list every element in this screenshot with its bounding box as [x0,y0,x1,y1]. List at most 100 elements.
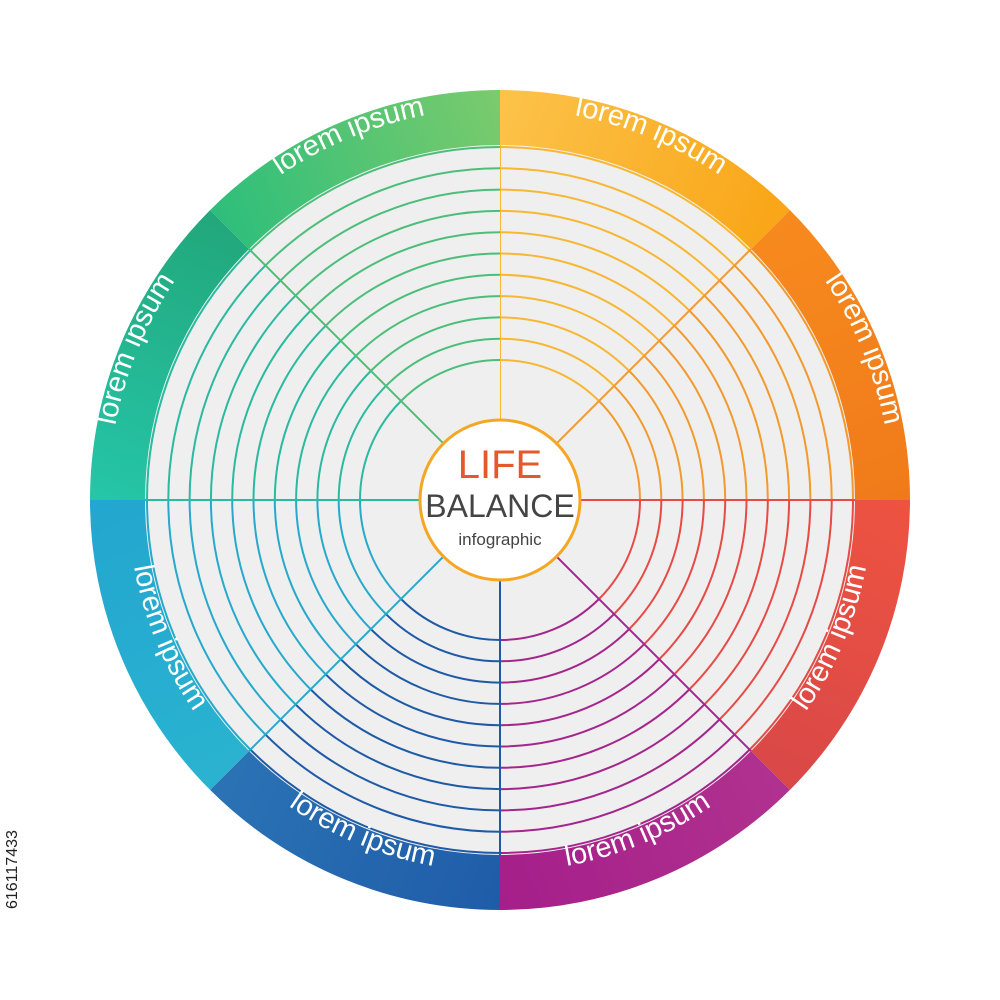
rating-arc [673,499,748,676]
center-title: LIFE [458,443,542,487]
segment-5: lorem ipsum [210,556,501,910]
rating-arc [359,400,402,501]
segment-band [210,90,500,249]
rating-arc [188,279,282,501]
segment-band [500,751,790,910]
rating-arc [628,370,684,501]
rating-arc [209,499,297,706]
rating-arc [598,400,641,501]
rating-arc [355,295,501,357]
rating-arc [370,316,501,372]
rating-arc [385,613,501,663]
rating-arc [316,499,372,630]
rating-arc [499,703,706,791]
rating-arc [146,499,252,751]
segment-band [90,500,249,790]
rating-arc [499,598,600,641]
rating-arc [718,279,812,501]
segment-3: lorem ipsum [556,499,910,790]
rating-arc [294,209,501,297]
rating-arc [499,658,660,727]
rating-arc [340,273,501,342]
segment-band [210,751,500,910]
segment-field [248,556,500,855]
rating-arc [252,324,327,501]
segment-divider [555,555,752,752]
rating-arc [167,264,267,501]
rating-arc [340,658,501,727]
segment-band [500,90,790,249]
rating-arc [264,733,501,833]
rating-arc [499,146,751,252]
segment-field [556,248,855,500]
rating-arc [643,499,705,645]
center-circle [418,418,582,582]
stock-id-watermark: 616117433 [4,830,21,910]
rating-arc [499,359,600,402]
rating-arc [359,499,402,600]
rating-arc [499,273,660,342]
rating-arc [209,294,297,501]
rating-arc [279,718,501,812]
rating-arc [273,499,342,660]
rating-arc [249,146,501,252]
rating-arc [385,337,501,387]
rating-arc [146,249,252,501]
rating-arc [273,340,342,501]
rating-arc [324,252,501,327]
segment-divider [248,555,445,752]
rating-arc [499,643,645,705]
rating-arc [673,324,748,501]
rating-arc [499,337,615,387]
segment-field [145,248,444,500]
rating-arc [231,309,312,501]
center-subtitle: BALANCE [425,488,574,524]
rating-arc [295,355,357,501]
rating-arc [400,359,501,402]
segment-divider [555,248,752,445]
rating-arc [499,718,721,812]
rating-arc [733,264,833,501]
rating-arc [167,499,267,736]
segment-band [90,210,249,500]
rating-arc [249,748,501,854]
rating-arc [355,643,501,705]
rating-arc [718,499,812,721]
segment-4: lorem ipsum [499,555,790,910]
rating-arc [231,499,312,691]
rating-arc [309,231,501,312]
segment-band [751,500,910,790]
rating-arc [499,316,630,372]
rating-arc [499,688,691,769]
rating-arc [499,733,736,833]
segment-2: lorem ipsum [555,210,910,501]
rating-arc [499,628,630,684]
rating-arc [499,231,691,312]
segment-field [556,500,855,752]
segment-field [500,556,752,855]
rating-arc [499,295,645,357]
rating-arc [643,355,705,501]
rating-arc [324,673,501,748]
rating-arc [279,188,501,282]
rating-arc [499,613,615,663]
rating-arc [499,252,676,327]
rating-arc [400,598,501,641]
rating-arc [499,188,721,282]
center-caption: infographic [458,530,542,549]
rating-arc [748,499,854,751]
rating-arc [628,499,684,630]
rating-arc [733,499,833,736]
rating-arc [499,673,676,748]
rating-arc [294,703,501,791]
segment-field [500,145,752,444]
rating-arc [264,167,501,267]
rating-arc [703,499,791,706]
rating-arc [188,499,282,721]
rating-arc [688,499,769,691]
rating-arc [688,309,769,501]
rating-arc [598,499,641,600]
center-badge: LIFE BALANCE infographic [418,418,582,582]
rating-arc [703,294,791,501]
